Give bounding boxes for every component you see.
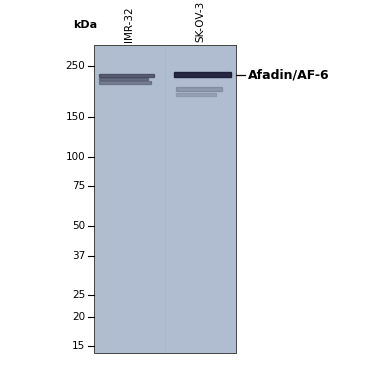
Text: 20: 20 [72,312,85,322]
Text: 25: 25 [72,290,85,300]
Text: 15: 15 [72,340,85,351]
Text: 100: 100 [66,152,85,162]
Text: kDa: kDa [73,20,97,30]
Bar [99,78,148,80]
Text: 150: 150 [66,112,85,122]
Text: IMR-32: IMR-32 [124,6,134,42]
Text: Afadin/AF-6: Afadin/AF-6 [248,69,329,82]
Bar [174,72,231,77]
Bar [176,93,216,96]
Bar [176,87,222,90]
Bar [99,74,154,77]
Text: 37: 37 [72,251,85,261]
Text: 50: 50 [72,221,85,231]
Text: SK-OV-3: SK-OV-3 [196,1,206,42]
Text: 250: 250 [66,62,85,71]
Bar [99,81,151,84]
Text: 75: 75 [72,181,85,191]
